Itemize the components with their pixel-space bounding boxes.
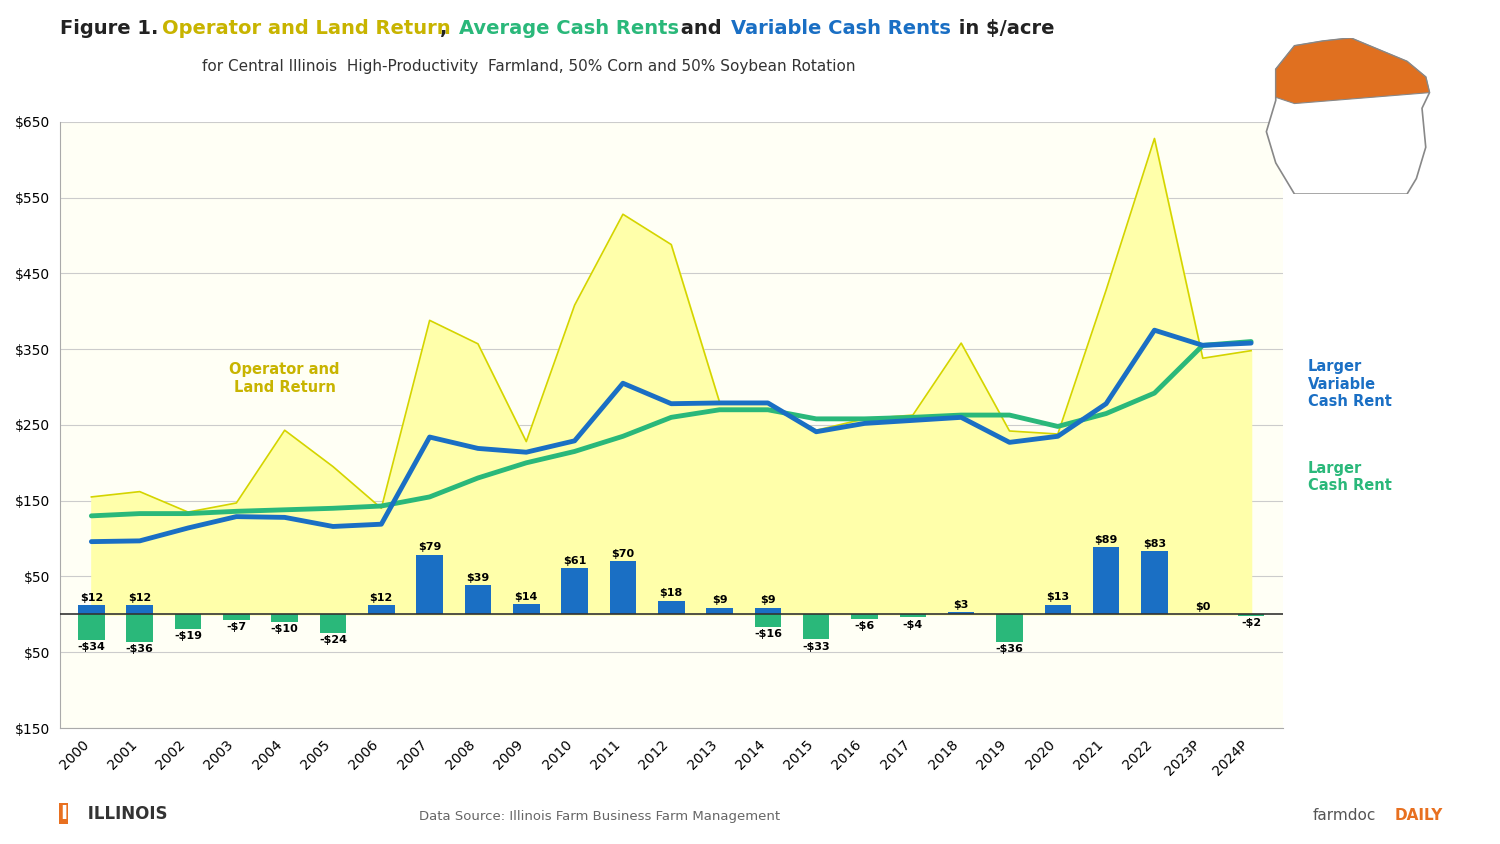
Bar — [850, 614, 877, 619]
Bar — [465, 585, 490, 614]
Text: Larger
Cash Rent: Larger Cash Rent — [1308, 461, 1392, 493]
Bar — [126, 614, 153, 641]
Bar — [78, 605, 105, 614]
Text: $12: $12 — [128, 593, 152, 603]
Bar — [900, 614, 926, 618]
Text: Data Source: Illinois Farm Business Farm Management: Data Source: Illinois Farm Business Farm… — [420, 810, 780, 823]
Text: -$36: -$36 — [126, 644, 153, 654]
Bar — [754, 614, 782, 626]
Text: Operator and
Land Return: Operator and Land Return — [230, 362, 340, 395]
Text: -$24: -$24 — [320, 635, 346, 645]
Bar — [320, 614, 346, 632]
Text: $0: $0 — [1196, 602, 1210, 612]
Text: Larger
Variable
Cash Rent: Larger Variable Cash Rent — [1308, 359, 1392, 409]
Text: $83: $83 — [1143, 539, 1166, 549]
Text: -$6: -$6 — [855, 621, 874, 631]
Bar — [224, 614, 249, 619]
Text: $79: $79 — [419, 542, 441, 552]
Bar — [658, 601, 684, 614]
Text: $18: $18 — [660, 588, 682, 598]
Bar — [1238, 614, 1264, 616]
Text: -$34: -$34 — [78, 642, 105, 652]
Bar — [1142, 551, 1167, 614]
Bar — [996, 614, 1023, 641]
Bar — [417, 555, 442, 614]
Text: in $/acre: in $/acre — [952, 19, 1054, 38]
Text: $12: $12 — [369, 593, 393, 603]
Text: $70: $70 — [612, 549, 634, 559]
Text: Operator and Land Return: Operator and Land Return — [162, 19, 450, 38]
Text: -$33: -$33 — [802, 641, 830, 652]
Text: $14: $14 — [514, 592, 538, 602]
Text: $13: $13 — [1046, 592, 1070, 603]
Bar — [272, 614, 298, 622]
Text: -$19: -$19 — [174, 631, 202, 641]
Bar — [368, 605, 394, 614]
Text: $39: $39 — [466, 572, 489, 582]
Polygon shape — [1275, 38, 1430, 104]
Text: I: I — [60, 803, 68, 823]
Text: -$36: -$36 — [996, 644, 1023, 654]
Bar — [1044, 604, 1071, 614]
Text: $3: $3 — [954, 600, 969, 610]
Text: DAILY: DAILY — [1395, 808, 1443, 823]
Bar — [802, 614, 830, 640]
Bar — [754, 608, 782, 614]
Text: and: and — [674, 19, 728, 38]
Bar — [609, 561, 636, 614]
Text: ,: , — [440, 19, 453, 38]
Bar — [948, 612, 975, 614]
Text: Average Cash Rents: Average Cash Rents — [459, 19, 680, 38]
Bar — [513, 603, 540, 614]
Bar — [706, 608, 734, 614]
Polygon shape — [1266, 38, 1430, 194]
Text: -$4: -$4 — [903, 619, 922, 630]
Bar — [174, 614, 201, 629]
Text: $89: $89 — [1095, 534, 1118, 544]
Bar — [561, 568, 588, 614]
Text: I: I — [60, 803, 68, 823]
Text: $61: $61 — [562, 556, 586, 565]
Text: Figure 1.: Figure 1. — [60, 19, 165, 38]
Text: -$16: -$16 — [754, 629, 782, 639]
Text: for Central Illinois  High-Productivity  Farmland, 50% Corn and 50% Soybean Rota: for Central Illinois High-Productivity F… — [202, 59, 856, 74]
Text: -$7: -$7 — [226, 622, 246, 632]
Text: farmdoc: farmdoc — [1312, 808, 1376, 823]
Text: -$2: -$2 — [1240, 618, 1262, 628]
Text: $12: $12 — [80, 593, 104, 603]
Text: -$10: -$10 — [272, 625, 298, 634]
Bar — [126, 605, 153, 614]
Text: $9: $9 — [711, 595, 728, 605]
Text: Variable Cash Rents: Variable Cash Rents — [730, 19, 951, 38]
Text: ILLINOIS: ILLINOIS — [82, 805, 168, 823]
Text: $9: $9 — [760, 595, 776, 605]
Bar — [78, 614, 105, 640]
Bar — [1094, 547, 1119, 614]
